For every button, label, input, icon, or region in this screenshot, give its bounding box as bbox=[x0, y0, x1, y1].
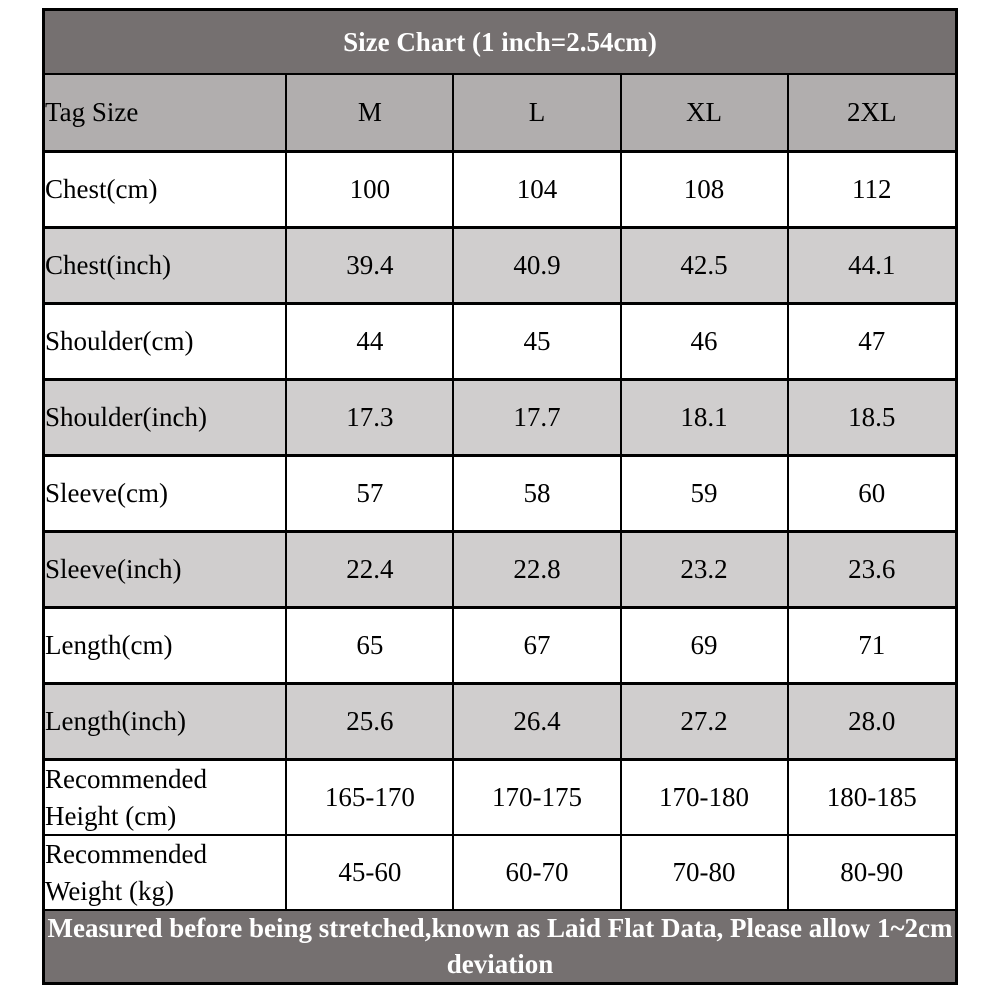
data-cell: 60-70 bbox=[452, 834, 622, 911]
row-label: Recommended Weight (kg) bbox=[42, 834, 288, 911]
row-label: Length(cm) bbox=[42, 606, 288, 685]
data-cell: 165-170 bbox=[285, 758, 455, 836]
table-row: Chest(cm) 100 104 108 112 bbox=[42, 150, 958, 229]
row-label: Sleeve(inch) bbox=[42, 530, 288, 609]
data-cell: 23.2 bbox=[619, 530, 789, 609]
table-row: Shoulder(cm) 44 45 46 47 bbox=[42, 302, 958, 381]
column-header-m: M bbox=[285, 73, 455, 153]
data-cell: 104 bbox=[452, 150, 622, 229]
row-label: Chest(inch) bbox=[42, 226, 288, 305]
data-cell: 28.0 bbox=[786, 682, 958, 761]
table-row: Length(cm) 65 67 69 71 bbox=[42, 606, 958, 685]
column-header-tag-size: Tag Size bbox=[42, 73, 288, 153]
row-label: Shoulder(cm) bbox=[42, 302, 288, 381]
data-cell: 47 bbox=[786, 302, 958, 381]
data-cell: 27.2 bbox=[619, 682, 789, 761]
title-row: Size Chart (1 inch=2.54cm) bbox=[42, 8, 958, 75]
data-cell: 39.4 bbox=[285, 226, 455, 305]
data-cell: 100 bbox=[285, 150, 455, 229]
chart-title: Size Chart (1 inch=2.54cm) bbox=[42, 8, 958, 75]
data-cell: 67 bbox=[452, 606, 622, 685]
data-cell: 71 bbox=[786, 606, 958, 685]
size-chart-table: Size Chart (1 inch=2.54cm) Tag Size M L … bbox=[42, 8, 958, 986]
data-cell: 180-185 bbox=[786, 758, 958, 836]
header-row: Tag Size M L XL 2XL bbox=[42, 73, 958, 153]
table-row: Recommended Weight (kg) 45-60 60-70 70-80 80… bbox=[42, 834, 958, 911]
data-cell: 26.4 bbox=[452, 682, 622, 761]
data-cell: 45-60 bbox=[285, 834, 455, 911]
data-cell: 18.5 bbox=[786, 378, 958, 457]
data-cell: 17.7 bbox=[452, 378, 622, 457]
data-cell: 69 bbox=[619, 606, 789, 685]
data-cell: 25.6 bbox=[285, 682, 455, 761]
table-row: Shoulder(inch) 17.3 17.7 18.1 18.5 bbox=[42, 378, 958, 457]
data-cell: 70-80 bbox=[619, 834, 789, 911]
data-cell: 22.8 bbox=[452, 530, 622, 609]
data-cell: 60 bbox=[786, 454, 958, 533]
data-cell: 17.3 bbox=[285, 378, 455, 457]
table-row: Recommended Height (cm) 165-170 170-175 170… bbox=[42, 758, 958, 836]
data-cell: 44 bbox=[285, 302, 455, 381]
column-header-2xl: 2XL bbox=[786, 73, 958, 153]
data-cell: 57 bbox=[285, 454, 455, 533]
data-cell: 46 bbox=[619, 302, 789, 381]
column-header-l: L bbox=[452, 73, 622, 153]
data-cell: 58 bbox=[452, 454, 622, 533]
table-row: Chest(inch) 39.4 40.9 42.5 44.1 bbox=[42, 226, 958, 305]
chart-footer-note: Measured before being stretched,known as… bbox=[42, 909, 958, 985]
table-row: Sleeve(inch) 22.4 22.8 23.2 23.6 bbox=[42, 530, 958, 609]
data-cell: 23.6 bbox=[786, 530, 958, 609]
footer-row: Measured before being stretched,known as… bbox=[42, 909, 958, 985]
row-label: Recommended Height (cm) bbox=[42, 758, 288, 836]
size-chart: Size Chart (1 inch=2.54cm) Tag Size M L … bbox=[42, 8, 958, 986]
data-cell: 65 bbox=[285, 606, 455, 685]
data-cell: 42.5 bbox=[619, 226, 789, 305]
row-label: Sleeve(cm) bbox=[42, 454, 288, 533]
column-header-xl: XL bbox=[619, 73, 789, 153]
data-cell: 18.1 bbox=[619, 378, 789, 457]
row-label: Shoulder(inch) bbox=[42, 378, 288, 457]
table-row: Sleeve(cm) 57 58 59 60 bbox=[42, 454, 958, 533]
data-cell: 170-175 bbox=[452, 758, 622, 836]
data-cell: 108 bbox=[619, 150, 789, 229]
row-label: Length(inch) bbox=[42, 682, 288, 761]
data-cell: 45 bbox=[452, 302, 622, 381]
row-label: Chest(cm) bbox=[42, 150, 288, 229]
data-cell: 40.9 bbox=[452, 226, 622, 305]
data-cell: 170-180 bbox=[619, 758, 789, 836]
data-cell: 112 bbox=[786, 150, 958, 229]
table-row: Length(inch) 25.6 26.4 27.2 28.0 bbox=[42, 682, 958, 761]
data-cell: 22.4 bbox=[285, 530, 455, 609]
data-cell: 59 bbox=[619, 454, 789, 533]
data-cell: 80-90 bbox=[786, 834, 958, 911]
data-cell: 44.1 bbox=[786, 226, 958, 305]
